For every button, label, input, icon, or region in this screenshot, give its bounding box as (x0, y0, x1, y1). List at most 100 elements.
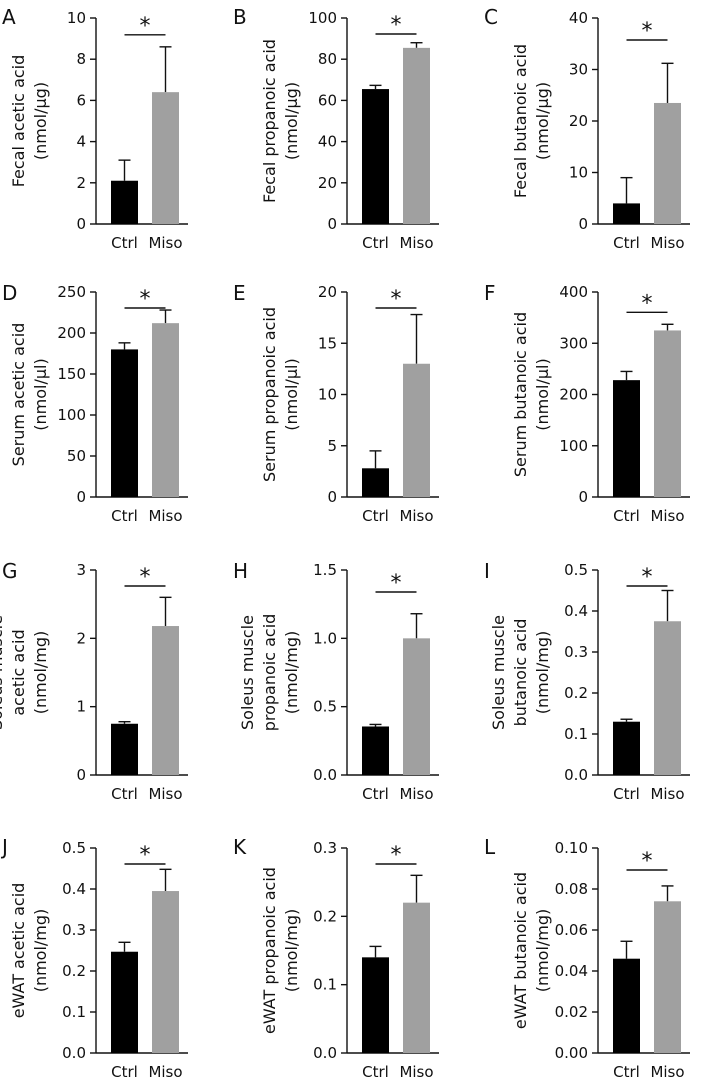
y-axis-title: eWAT acetic acid (9, 883, 28, 1019)
y-axis-title: Serum butanoic acid (511, 312, 530, 477)
panel-letter-L: L (484, 835, 496, 859)
y-tick-label: 0.4 (62, 880, 86, 898)
category-label-miso: Miso (148, 785, 182, 803)
bar-ctrl (111, 349, 138, 497)
category-label-ctrl: Ctrl (613, 234, 640, 252)
y-axis-title: (nmol/mg) (533, 909, 552, 993)
bar-miso (403, 638, 430, 775)
y-tick-label: 0.2 (62, 962, 86, 980)
category-label-ctrl: Ctrl (362, 785, 389, 803)
y-tick-label: 0.5 (564, 561, 588, 579)
y-axis-title: (nmol/mg) (31, 631, 50, 715)
bar-ctrl (362, 89, 389, 224)
y-tick-label: 0.2 (313, 907, 337, 925)
y-tick-label: 0.0 (62, 1044, 86, 1062)
y-axis-title: Soleus muscle (0, 615, 6, 730)
bar-miso (152, 92, 179, 224)
category-label-miso: Miso (399, 785, 433, 803)
y-tick-label: 0.0 (564, 766, 588, 784)
significance-star: * (642, 291, 653, 316)
bar-ctrl (613, 958, 640, 1053)
category-label-ctrl: Ctrl (362, 1063, 389, 1081)
y-axis-title: acetic acid (9, 629, 28, 715)
panel-letter-C: C (484, 5, 498, 29)
y-tick-label: 100 (57, 406, 86, 424)
y-tick-label: 0 (76, 766, 86, 784)
significance-star: * (642, 849, 653, 874)
y-tick-label: 40 (318, 133, 337, 151)
y-tick-label: 1.5 (313, 561, 337, 579)
significance-star: * (140, 843, 151, 868)
bar-miso (403, 363, 430, 497)
bar-ctrl (362, 468, 389, 497)
y-tick-label: 0 (327, 215, 337, 233)
y-tick-label: 250 (57, 283, 86, 301)
y-axis-title: Fecal propanoic acid (260, 39, 279, 203)
y-tick-label: 20 (318, 174, 337, 192)
bar-ctrl (362, 957, 389, 1053)
category-label-ctrl: Ctrl (111, 785, 138, 803)
y-axis-title: Soleus muscle (489, 615, 508, 730)
y-tick-label: 0 (76, 488, 86, 506)
category-label-miso: Miso (650, 507, 684, 525)
y-tick-label: 0.3 (62, 921, 86, 939)
y-tick-label: 4 (76, 133, 86, 151)
category-label-miso: Miso (399, 507, 433, 525)
significance-star: * (642, 19, 653, 44)
category-label-miso: Miso (148, 234, 182, 252)
category-label-ctrl: Ctrl (362, 234, 389, 252)
y-axis-title: (nmol/µl) (282, 358, 301, 430)
category-label-ctrl: Ctrl (111, 1063, 138, 1081)
y-tick-label: 0.3 (564, 643, 588, 661)
category-label-ctrl: Ctrl (111, 507, 138, 525)
y-tick-label: 60 (318, 91, 337, 109)
significance-star: * (391, 843, 402, 868)
y-axis-title: (nmol/mg) (533, 631, 552, 715)
panel-letter-F: F (484, 281, 496, 305)
y-tick-label: 200 (559, 386, 588, 404)
y-tick-label: 0.0 (313, 766, 337, 784)
y-tick-label: 10 (67, 9, 86, 27)
y-tick-label: 0 (578, 215, 588, 233)
category-label-miso: Miso (399, 1063, 433, 1081)
y-axis-title: Fecal butanoic acid (511, 44, 530, 198)
y-axis-title: (nmol/µg) (31, 82, 50, 160)
category-label-ctrl: Ctrl (613, 507, 640, 525)
panel-letter-G: G (2, 559, 18, 583)
bar-miso (403, 902, 430, 1053)
y-tick-label: 150 (57, 365, 86, 383)
y-axis-title: Serum acetic acid (9, 323, 28, 467)
category-label-ctrl: Ctrl (362, 507, 389, 525)
bar-miso (654, 330, 681, 497)
bar-ctrl (613, 721, 640, 775)
y-axis-title: (nmol/mg) (282, 909, 301, 993)
bar-miso (403, 47, 430, 225)
y-tick-label: 0.4 (564, 602, 588, 620)
y-axis-title: (nmol/µg) (282, 82, 301, 160)
y-axis-title: butanoic acid (511, 619, 530, 727)
y-tick-label: 0.0 (313, 1044, 337, 1062)
bar-ctrl (613, 380, 640, 497)
y-axis-title: propanoic acid (260, 614, 279, 732)
y-axis-title: (nmol/µl) (31, 358, 50, 430)
bar-ctrl (111, 723, 138, 775)
y-tick-label: 50 (67, 447, 86, 465)
y-tick-label: 0.10 (555, 839, 588, 857)
bar-ctrl (613, 203, 640, 224)
significance-star: * (140, 565, 151, 590)
category-label-miso: Miso (650, 1063, 684, 1081)
y-tick-label: 80 (318, 50, 337, 68)
y-tick-label: 10 (569, 164, 588, 182)
bar-ctrl (111, 180, 138, 224)
panel-letter-I: I (484, 559, 490, 583)
y-axis-title: eWAT propanoic acid (260, 867, 279, 1034)
y-tick-label: 15 (318, 334, 337, 352)
y-tick-label: 0.06 (555, 921, 588, 939)
y-tick-label: 400 (559, 283, 588, 301)
panel-letter-B: B (233, 5, 247, 29)
category-label-ctrl: Ctrl (613, 785, 640, 803)
y-tick-label: 1.0 (313, 629, 337, 647)
significance-star: * (391, 13, 402, 38)
y-tick-label: 6 (76, 91, 86, 109)
